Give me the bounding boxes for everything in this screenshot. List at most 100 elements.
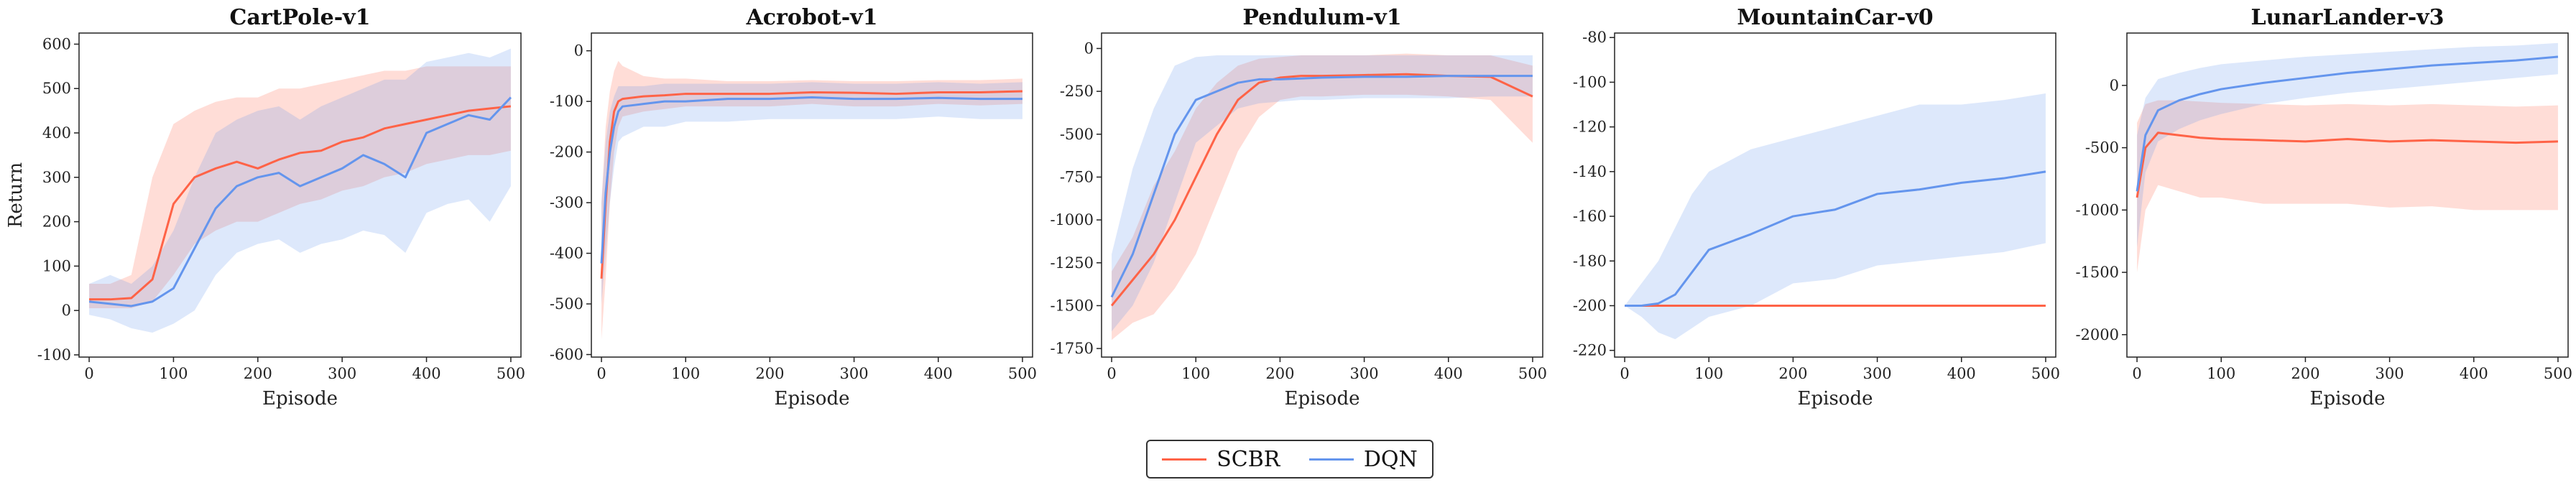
x-axis-label-lunarlander-v3: Episode [2310, 388, 2386, 410]
x-tick-label-pendulum-v1: 400 [1434, 365, 1463, 382]
x-tick-label-acrobot-v1: 400 [924, 365, 953, 382]
panel-title-mountaincar-v0: MountainCar-v0 [1737, 5, 1933, 30]
y-tick-label-pendulum-v1: -1250 [1050, 254, 1094, 272]
y-tick-label-cartpole-v1: -100 [37, 346, 71, 364]
x-tick-label-lunarlander-v3: 0 [2132, 365, 2141, 382]
legend-label-dqn: DQN [1363, 446, 1418, 472]
y-tick-label-lunarlander-v3: 0 [2110, 77, 2119, 94]
y-tick-label-cartpole-v1: 500 [42, 80, 71, 97]
band-scbr-cartpole-v1 [89, 66, 511, 309]
y-tick-label-pendulum-v1: -1000 [1050, 211, 1094, 228]
y-tick-label-mountaincar-v0: -160 [1573, 208, 1607, 225]
x-tick-label-acrobot-v1: 0 [596, 365, 606, 382]
band-dqn-lunarlander-v3 [2137, 42, 2558, 248]
x-tick-label-acrobot-v1: 100 [671, 365, 700, 382]
line-scbr-lunarlander-v3 [2136, 131, 2558, 198]
band-scbr-pendulum-v1 [1112, 53, 1533, 341]
y-tick-label-mountaincar-v0: -220 [1573, 342, 1607, 359]
y-tick-label-mountaincar-v0: -180 [1573, 252, 1607, 269]
y-tick-label-pendulum-v1: -1500 [1050, 297, 1094, 314]
x-tick-label-lunarlander-v3: 100 [2207, 365, 2235, 382]
x-tick-label-mountaincar-v0: 0 [1620, 365, 1629, 382]
x-tick-label-cartpole-v1: 400 [412, 365, 441, 382]
panel-title-lunarlander-v3: LunarLander-v3 [2251, 5, 2445, 30]
y-tick-label-lunarlander-v3: -1500 [2075, 264, 2119, 281]
y-tick-label-acrobot-v1: -100 [550, 93, 583, 110]
panel-title-acrobot-v1: Acrobot-v1 [746, 5, 878, 30]
legend-item-dqn: DQN [1308, 446, 1418, 472]
y-tick-label-cartpole-v1: 300 [42, 169, 71, 186]
y-tick-label-cartpole-v1: 200 [42, 213, 71, 231]
axes-frame-acrobot-v1 [591, 32, 1033, 358]
x-tick-label-pendulum-v1: 300 [1350, 365, 1379, 382]
y-tick-label-lunarlander-v3: -1000 [2075, 201, 2119, 218]
y-tick-label-mountaincar-v0: -200 [1573, 297, 1607, 314]
x-tick-label-mountaincar-v0: 200 [1778, 365, 1807, 382]
legend-item-scbr: SCBR [1162, 447, 1280, 472]
line-dqn-pendulum-v1 [1110, 75, 1533, 298]
axes-frame-cartpole-v1 [78, 32, 522, 358]
y-tick-label-mountaincar-v0: -100 [1573, 73, 1607, 91]
x-tick-label-mountaincar-v0: 500 [2031, 365, 2060, 382]
panel-title-cartpole-v1: CartPole-v1 [230, 5, 371, 30]
x-tick-label-lunarlander-v3: 300 [2376, 365, 2404, 382]
x-tick-label-mountaincar-v0: 300 [1863, 365, 1892, 382]
line-dqn-mountaincar-v0 [1625, 170, 2046, 307]
y-axis-label-cartpole-v1: Return [5, 162, 27, 228]
y-tick-label-pendulum-v1: -1750 [1050, 340, 1094, 357]
x-tick-label-pendulum-v1: 0 [1107, 365, 1116, 382]
x-axis-label-pendulum-v1: Episode [1285, 388, 1360, 410]
panel-mountaincar-v0: 0 100 200 300 400 500 -220 -200 -180 -160 -140 -120… [1573, 5, 2060, 410]
x-tick-label-lunarlander-v3: 400 [2460, 365, 2488, 382]
line-scbr-cartpole-v1 [89, 105, 512, 301]
x-tick-label-lunarlander-v3: 200 [2291, 365, 2319, 382]
y-tick-label-pendulum-v1: 0 [1084, 40, 1094, 57]
x-tick-label-pendulum-v1: 200 [1265, 365, 1294, 382]
x-tick-label-cartpole-v1: 200 [244, 365, 272, 382]
y-tick-label-lunarlander-v3: -2000 [2075, 326, 2119, 343]
line-scbr-acrobot-v1 [600, 90, 1022, 279]
y-tick-label-cartpole-v1: 0 [62, 302, 71, 319]
y-tick-label-cartpole-v1: 400 [42, 124, 71, 142]
legend-label-scbr: SCBR [1217, 446, 1280, 472]
legend: SCBR DQN [1146, 440, 1434, 479]
x-tick-label-cartpole-v1: 300 [328, 365, 356, 382]
x-axis-label-mountaincar-v0: Episode [1798, 388, 1873, 410]
axes-frame-pendulum-v1 [1101, 32, 1543, 358]
line-dqn-cartpole-v1 [88, 96, 512, 308]
band-dqn-mountaincar-v0 [1625, 93, 2046, 340]
y-tick-label-mountaincar-v0: -140 [1573, 163, 1607, 180]
y-tick-label-mountaincar-v0: -120 [1573, 119, 1607, 136]
y-tick-label-pendulum-v1: -250 [1060, 83, 1094, 100]
y-tick-label-lunarlander-v3: -500 [2085, 139, 2119, 157]
y-tick-label-cartpole-v1: 100 [42, 257, 71, 274]
x-tick-label-mountaincar-v0: 400 [1947, 365, 1976, 382]
legend-swatch-dqn [1308, 458, 1354, 461]
x-axis-label-acrobot-v1: Episode [775, 388, 850, 410]
y-tick-label-cartpole-v1: 600 [42, 35, 71, 52]
y-tick-label-pendulum-v1: -750 [1060, 168, 1094, 185]
x-tick-label-acrobot-v1: 200 [755, 365, 784, 382]
y-tick-label-acrobot-v1: -400 [550, 245, 583, 262]
axes-frame-mountaincar-v0 [1614, 32, 2056, 358]
x-tick-label-lunarlander-v3: 500 [2544, 365, 2572, 382]
x-tick-label-pendulum-v1: 100 [1181, 365, 1210, 382]
legend-swatch-scbr [1162, 458, 1207, 461]
panel-cartpole-v1: 0 100 200 300 400 500 -100 0 100 200 300 400 500 600 C… [5, 5, 525, 410]
x-tick-label-cartpole-v1: 0 [84, 365, 93, 382]
x-tick-label-mountaincar-v0: 100 [1694, 365, 1723, 382]
y-tick-label-acrobot-v1: 0 [574, 42, 583, 60]
x-tick-label-cartpole-v1: 100 [159, 365, 188, 382]
y-tick-label-acrobot-v1: -500 [550, 295, 583, 313]
panel-pendulum-v1: 0 100 200 300 400 500 -1750 -1500 -1250 -1000 -750… [1050, 5, 1547, 410]
band-dqn-cartpole-v1 [89, 48, 511, 333]
y-tick-label-acrobot-v1: -200 [550, 144, 583, 161]
band-dqn-pendulum-v1 [1112, 55, 1533, 332]
band-scbr-lunarlander-v3 [2137, 100, 2558, 273]
band-scbr-acrobot-v1 [601, 60, 1022, 340]
panel-acrobot-v1: 0 100 200 300 400 500 -600 -500 -400 -300 -200 -100… [550, 5, 1037, 410]
line-dqn-acrobot-v1 [600, 96, 1022, 264]
line-dqn-lunarlander-v3 [2136, 55, 2559, 192]
y-tick-label-mountaincar-v0: -80 [1582, 29, 1607, 46]
